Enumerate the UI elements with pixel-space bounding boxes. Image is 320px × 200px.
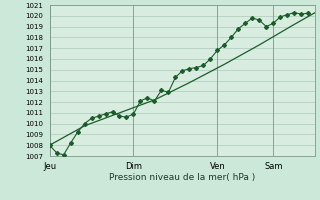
- X-axis label: Pression niveau de la mer( hPa ): Pression niveau de la mer( hPa ): [109, 173, 256, 182]
